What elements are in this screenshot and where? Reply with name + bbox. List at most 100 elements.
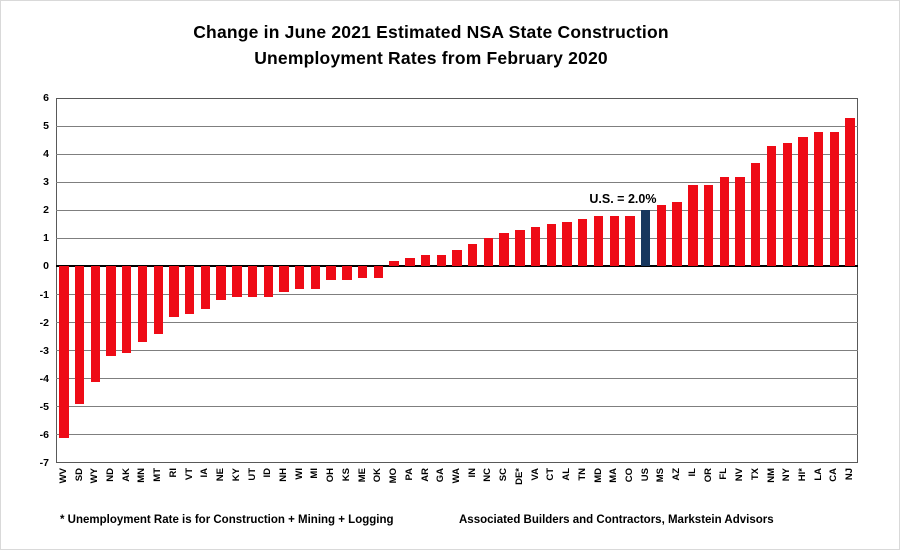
x-tick-label-NM: NM: [765, 468, 777, 483]
bar-FL: [719, 176, 730, 267]
bar-UT: [247, 266, 258, 298]
x-tick-label-KY: KY: [230, 468, 242, 482]
x-tick-label-GA: GA: [435, 468, 447, 483]
bar-TX: [751, 162, 761, 267]
y-tick-label--2: -2: [39, 316, 49, 329]
bar-MN: [137, 266, 148, 343]
x-tick-label-DE*: DE*: [513, 468, 525, 485]
bar-TN: [578, 218, 588, 267]
bar-ND: [106, 266, 116, 357]
bar-NC: [483, 238, 494, 267]
x-tick-label-VA: VA: [529, 468, 541, 481]
x-tick-label-ME: ME: [356, 468, 368, 483]
bar-HI*: [798, 137, 808, 267]
x-tick-label-MO: MO: [388, 468, 400, 484]
x-tick-label-KS: KS: [340, 468, 352, 482]
bar-GA: [436, 255, 446, 267]
bar-KY: [232, 266, 242, 298]
y-tick-label--6: -6: [39, 428, 49, 441]
x-tick-label-IL: IL: [686, 468, 698, 477]
x-tick-label-ND: ND: [105, 468, 117, 482]
x-tick-label-OR: OR: [702, 468, 714, 483]
gridline-y5: [56, 125, 858, 127]
y-tick-label--3: -3: [39, 344, 49, 357]
bar-WI: [295, 266, 305, 289]
x-tick-label-OK: OK: [372, 468, 384, 483]
x-tick-label-IA: IA: [199, 468, 211, 478]
bar-NJ: [845, 117, 855, 267]
bar-OH: [326, 266, 336, 281]
x-tick-label-OH: OH: [325, 468, 337, 483]
x-tick-label-CT: CT: [545, 468, 557, 481]
x-tick-label-MT: MT: [152, 468, 164, 482]
y-tick-label--7: -7: [39, 457, 49, 469]
x-tick-label-AK: AK: [120, 468, 132, 482]
bar-DE*: [515, 229, 525, 267]
bar-KS: [342, 266, 352, 281]
x-tick-label-MA: MA: [608, 468, 620, 483]
x-tick-label-WV: WV: [57, 468, 69, 484]
x-tick-label-LA: LA: [812, 468, 824, 481]
x-tick-label-TN: TN: [576, 468, 588, 481]
bar-IN: [468, 244, 478, 267]
bar-ID: [263, 266, 273, 298]
y-tick-label--1: -1: [39, 288, 49, 301]
bar-IA: [200, 266, 211, 309]
y-tick-label-5: 5: [43, 120, 49, 133]
bar-NM: [766, 145, 777, 267]
x-tick-label-RI: RI: [167, 468, 179, 478]
bar-SD: [74, 266, 85, 405]
bar-SC: [499, 232, 509, 267]
bar-VT: [184, 266, 195, 315]
bar-CA: [829, 131, 840, 267]
bar-MT: [153, 266, 163, 334]
x-tick-label-VT: VT: [183, 468, 195, 481]
gridline-y-6: [56, 434, 858, 436]
bar-US: [641, 210, 651, 267]
gridline-y2: [56, 209, 858, 211]
y-tick-label-4: 4: [43, 148, 49, 161]
x-tick-label-CA: CA: [828, 468, 840, 482]
chart-title: Change in June 2021 Estimated NSA State …: [1, 19, 861, 71]
x-tick-label-AR: AR: [419, 468, 431, 482]
bar-OK: [373, 266, 384, 278]
gridline-y-3: [56, 350, 858, 352]
bar-VA: [530, 227, 541, 267]
chart-title-line2: Unemployment Rates from February 2020: [254, 48, 608, 68]
gridline-y-5: [56, 406, 858, 408]
bar-NV: [735, 176, 745, 267]
bar-AZ: [672, 201, 682, 267]
x-tick-label-NC: NC: [482, 468, 494, 482]
bar-CT: [546, 224, 557, 267]
us-value-annotation: U.S. = 2.0%: [589, 192, 657, 207]
x-tick-label-FL: FL: [718, 468, 730, 480]
y-tick-label-2: 2: [43, 204, 49, 217]
bar-IL: [688, 185, 698, 267]
x-tick-label-MS: MS: [655, 468, 667, 483]
footnote-asterisk: * Unemployment Rate is for Construction …: [60, 514, 394, 526]
x-tick-label-UT: UT: [246, 468, 258, 481]
x-tick-label-NY: NY: [781, 468, 793, 482]
gridline-y-4: [56, 378, 858, 380]
y-tick-label-6: 6: [43, 92, 49, 104]
bar-RI: [169, 266, 179, 317]
x-tick-label-MN: MN: [136, 468, 148, 483]
bar-LA: [813, 131, 824, 267]
bar-OR: [703, 185, 714, 267]
x-tick-label-CO: CO: [623, 468, 635, 483]
x-tick-label-NE: NE: [215, 468, 227, 482]
y-tick-label--4: -4: [39, 372, 49, 385]
x-tick-label-NV: NV: [734, 468, 746, 482]
bar-ME: [357, 266, 368, 278]
gridline-y4: [56, 153, 858, 155]
x-tick-label-MI: MI: [309, 468, 321, 479]
x-tick-label-WY: WY: [89, 468, 101, 484]
y-tick-label-1: 1: [43, 232, 49, 245]
x-tick-label-US: US: [639, 468, 651, 482]
y-tick-label-0: 0: [43, 260, 49, 273]
x-tick-label-NJ: NJ: [844, 468, 856, 481]
bar-CO: [625, 215, 635, 267]
bar-PA: [405, 258, 415, 267]
bar-WA: [452, 249, 462, 267]
